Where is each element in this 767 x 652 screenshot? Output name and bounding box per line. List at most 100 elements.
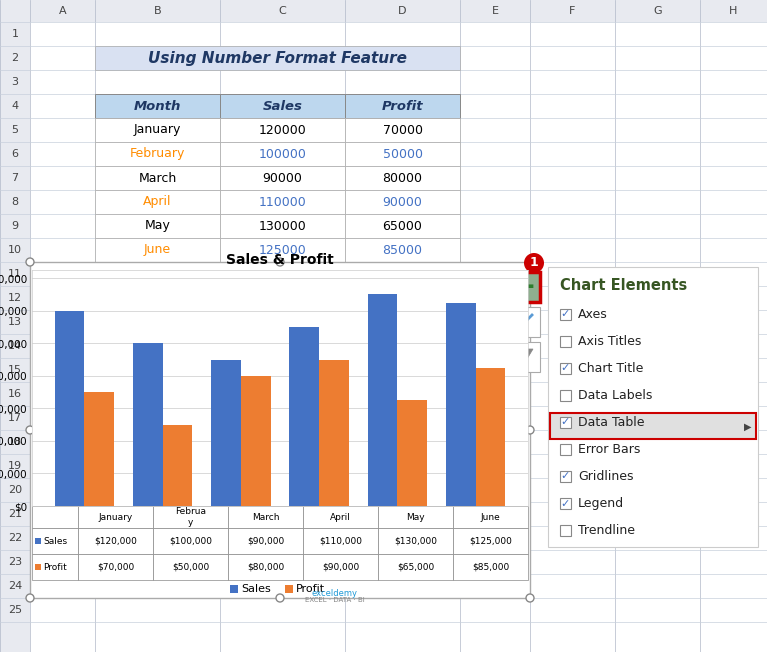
Bar [153, 506, 228, 528]
Bar [285, 585, 293, 593]
Bar [560, 363, 571, 374]
Text: Using Number Format Feature: Using Number Format Feature [148, 50, 407, 65]
Bar [560, 390, 571, 401]
Bar [345, 238, 460, 262]
Bar [95, 46, 460, 70]
Text: 24: 24 [8, 581, 22, 591]
Text: $70,000: $70,000 [97, 563, 134, 572]
Text: Chart Title: Chart Title [578, 362, 644, 375]
Bar [95, 142, 220, 166]
Circle shape [276, 594, 284, 602]
Bar [548, 267, 758, 547]
Text: Sales: Sales [262, 100, 302, 113]
Text: $90,000: $90,000 [247, 537, 284, 546]
Bar [32, 528, 78, 554]
Text: $110,000: $110,000 [319, 537, 362, 546]
Bar [550, 413, 756, 439]
Text: 8: 8 [12, 197, 18, 207]
Text: ✓: ✓ [561, 310, 570, 319]
Circle shape [26, 426, 34, 434]
Bar [153, 554, 228, 580]
Text: $85,000: $85,000 [472, 563, 509, 572]
Text: B: B [153, 6, 161, 16]
Bar [163, 424, 193, 506]
Bar [220, 94, 345, 118]
Bar [303, 528, 378, 554]
Text: +: + [513, 273, 537, 301]
Text: March: March [252, 512, 279, 522]
Bar [228, 528, 303, 554]
Text: 90000: 90000 [262, 171, 302, 185]
Bar [550, 413, 756, 438]
Text: 19: 19 [8, 461, 22, 471]
Text: ▶: ▶ [744, 421, 752, 432]
Text: Axes: Axes [578, 308, 607, 321]
Text: April: April [330, 512, 351, 522]
Text: 23: 23 [8, 557, 22, 567]
Bar [211, 359, 241, 506]
Text: $50,000: $50,000 [172, 563, 209, 572]
Text: $120,000: $120,000 [94, 537, 137, 546]
Text: Month: Month [133, 100, 181, 113]
Circle shape [526, 426, 534, 434]
Bar [560, 417, 571, 428]
Text: D: D [398, 6, 407, 16]
Bar [78, 528, 153, 554]
Text: Profit: Profit [382, 100, 423, 113]
Bar [95, 118, 220, 142]
Text: 25: 25 [8, 605, 22, 615]
Text: 50000: 50000 [383, 147, 423, 160]
Text: 9: 9 [12, 221, 18, 231]
Text: Februa
y: Februa y [175, 507, 206, 527]
Text: April: April [143, 196, 172, 209]
Text: 11: 11 [8, 269, 22, 279]
Text: 4: 4 [12, 101, 18, 111]
Text: 21: 21 [8, 509, 22, 519]
Text: 12: 12 [8, 293, 22, 303]
Circle shape [526, 258, 534, 266]
Text: Error Bars: Error Bars [578, 443, 640, 456]
Polygon shape [517, 349, 533, 365]
Text: 2: 2 [505, 422, 513, 435]
Text: ✓: ✓ [561, 417, 570, 428]
Text: A: A [59, 6, 66, 16]
Text: June: June [481, 512, 500, 522]
Text: $125,000: $125,000 [469, 537, 512, 546]
Bar [289, 327, 319, 506]
Bar [0, 0, 767, 22]
Bar [220, 142, 345, 166]
Text: 70000: 70000 [383, 123, 423, 136]
Circle shape [26, 258, 34, 266]
Bar [78, 506, 153, 528]
Text: 5: 5 [12, 125, 18, 135]
Text: 3: 3 [12, 77, 18, 87]
Text: 20: 20 [8, 485, 22, 495]
Text: Gridlines: Gridlines [578, 470, 634, 483]
Text: $80,000: $80,000 [247, 563, 284, 572]
Bar [453, 554, 528, 580]
Bar [220, 214, 345, 238]
Bar [560, 309, 571, 320]
Bar [95, 238, 220, 262]
Bar [35, 564, 41, 570]
Bar [220, 238, 345, 262]
Text: January: January [98, 512, 133, 522]
Circle shape [26, 594, 34, 602]
Text: 10: 10 [8, 245, 22, 255]
Bar [95, 94, 220, 118]
Bar [510, 342, 540, 372]
Text: exceldemy: exceldemy [312, 589, 358, 597]
Text: Data Labels: Data Labels [578, 389, 653, 402]
Bar [32, 506, 78, 528]
Text: May: May [144, 220, 170, 233]
Text: EXCEL · DATA · BI: EXCEL · DATA · BI [305, 597, 365, 603]
Bar [228, 506, 303, 528]
Circle shape [526, 594, 534, 602]
Text: 15: 15 [8, 365, 22, 375]
Text: June: June [144, 243, 171, 256]
Text: 7: 7 [12, 173, 18, 183]
Text: F: F [569, 6, 576, 16]
Text: H: H [729, 6, 738, 16]
Bar [345, 214, 460, 238]
Text: ✓: ✓ [561, 499, 570, 509]
